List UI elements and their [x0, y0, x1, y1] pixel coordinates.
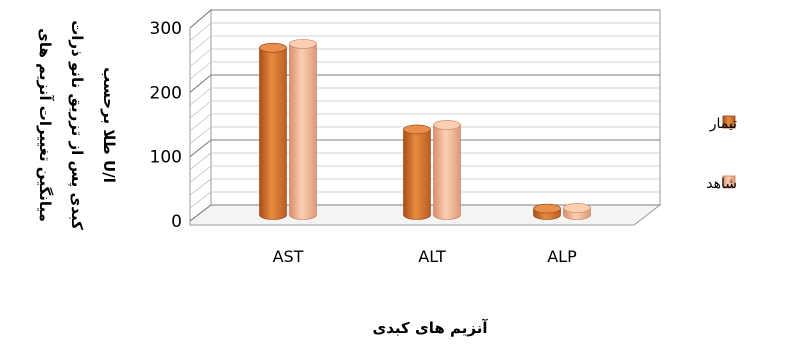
gridline-side: [189, 126, 212, 145]
bar-body: [403, 129, 431, 220]
gridline-side: [189, 191, 212, 209]
y-axis-label-line-2: کبدی پس از تزریق نانو ذرات: [67, 20, 86, 230]
gridline-side: [189, 100, 212, 119]
bar-alt-series-1: [403, 124, 431, 220]
y-tick-label: 200: [150, 83, 182, 103]
y-tick-label: 0: [171, 212, 182, 232]
y-tick-label: 300: [150, 19, 182, 39]
gridline-side: [189, 204, 212, 222]
bar-body: [433, 124, 461, 220]
legend-swatch-series-2: [722, 175, 736, 189]
legend: تیمار شاهد: [706, 115, 737, 192]
bar-top: [259, 42, 287, 53]
bar-top: [403, 124, 431, 135]
bar-top: [533, 203, 561, 214]
gridline-side: [189, 87, 212, 106]
bar-alt-series-2: [433, 120, 461, 220]
bar-body: [259, 47, 287, 220]
bar-alp-series-2: [563, 203, 591, 220]
x-axis-label: آنزیم های کبدی: [373, 319, 489, 337]
gridline-side: [189, 74, 212, 93]
gridline-side: [189, 61, 212, 80]
gridline-side: [189, 9, 212, 29]
x-category-label: ALP: [547, 247, 577, 266]
y-axis-label-line-3: طلا برحسب U/l: [100, 67, 118, 183]
bar-body: [289, 43, 317, 220]
bar-ast-series-2: [289, 39, 317, 220]
legend-label-series-1: تیمار: [709, 116, 737, 132]
gridline-side: [189, 48, 212, 67]
gridline-side: [189, 152, 212, 170]
y-tick-label: 100: [150, 148, 182, 168]
bars: [259, 39, 591, 220]
x-category-label: AST: [273, 247, 304, 266]
bar-ast-series-1: [259, 42, 287, 220]
gridline-side: [189, 22, 212, 42]
gridline-side: [189, 113, 212, 132]
bar-top: [563, 203, 591, 213]
gridline-side: [189, 35, 212, 55]
bar-top: [433, 120, 461, 130]
bar-top: [289, 39, 317, 49]
y-axis-ticks: 0 100 200 300: [150, 19, 182, 232]
legend-label-series-2: شاهد: [706, 176, 737, 192]
gridline-side: [189, 178, 212, 196]
gridline-side: [189, 165, 212, 183]
gridline-side: [189, 139, 212, 158]
x-axis-categories: AST ALT ALP: [273, 247, 578, 266]
legend-swatch-series-1: [722, 115, 736, 129]
y-axis-label-line-1: میانگین تغییرات آنزیم های: [36, 28, 54, 222]
x-category-label: ALT: [418, 247, 446, 266]
bar-alp-series-1: [533, 203, 561, 220]
